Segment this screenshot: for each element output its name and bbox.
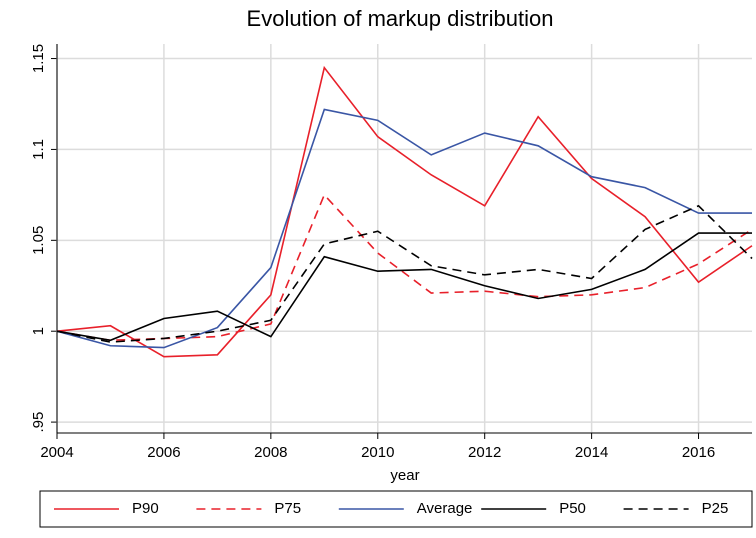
legend-label: P90	[132, 500, 159, 517]
legend-label: Average	[417, 500, 473, 517]
legend-label: P50	[559, 500, 586, 517]
series-line	[56, 108, 752, 349]
series-line	[56, 232, 752, 342]
x-tick-label: 2014	[575, 444, 608, 461]
x-tick-label: 2004	[40, 444, 73, 461]
series-line	[56, 65, 753, 358]
series-line	[56, 193, 753, 342]
y-tick-label: 1	[30, 327, 47, 335]
chart-title: Evolution of markup distribution	[247, 6, 554, 31]
y-tick-label: 1.1	[30, 139, 47, 160]
x-axis-label: year	[390, 467, 419, 484]
y-tick-label: 1.15	[30, 44, 47, 73]
x-tick-label: 2012	[468, 444, 501, 461]
x-tick-label: 2008	[254, 444, 287, 461]
legend-label: P25	[702, 500, 729, 517]
x-tick-label: 2016	[682, 444, 715, 461]
x-tick-label: 2010	[361, 444, 394, 461]
legend-label: P75	[274, 500, 301, 517]
x-tick-label: 2006	[147, 444, 180, 461]
series-line	[56, 204, 753, 343]
y-tick-label: 1.05	[30, 226, 47, 255]
y-tick-label: .95	[30, 412, 47, 433]
